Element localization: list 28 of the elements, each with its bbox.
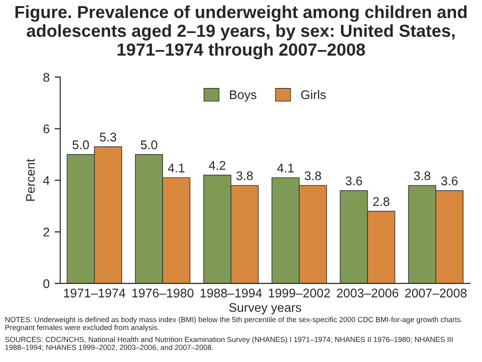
data-label: 3.6 [346,176,362,186]
y-tick-label: 0 [43,279,50,288]
data-label: 3.8 [236,171,253,180]
data-label: 5.3 [100,132,116,142]
legend-label: Boys [230,90,256,102]
x-tick-label: 2003–2006 [336,288,398,298]
y-tick-label: 6 [44,124,50,134]
data-label: 4.2 [208,161,226,170]
data-label: 3.8 [304,171,322,180]
chart-title: Figure. Prevalence of underweight among children and adolescents aged 2–19 years, by sex: United States, 1971–1974 through 2007–2008 [15,5,467,60]
data-label: 5.0 [72,140,89,150]
legend-label: Girls [301,90,326,100]
y-tick-label: 2 [44,228,50,236]
x-tick-label: 1971–1974 [64,288,126,298]
x-tick-label: 1999–2002 [268,288,330,298]
x-tick-label: 1976–1980 [132,288,194,298]
y-axis-title: Percent [26,158,35,201]
data-label: 4.1 [277,164,294,172]
data-label: 5.0 [140,140,158,150]
x-tick-label: 1988–1994 [200,288,262,298]
y-tick-label: 4 [43,176,50,185]
data-label: 4.1 [168,164,184,172]
data-label: 3.8 [414,171,430,180]
data-label: 3.6 [441,176,458,186]
x-axis-title: Survey years [229,303,302,314]
y-tick-label: 8 [43,72,50,82]
data-label: 2.8 [373,197,390,206]
x-tick-label: 2007–2008 [405,288,467,298]
